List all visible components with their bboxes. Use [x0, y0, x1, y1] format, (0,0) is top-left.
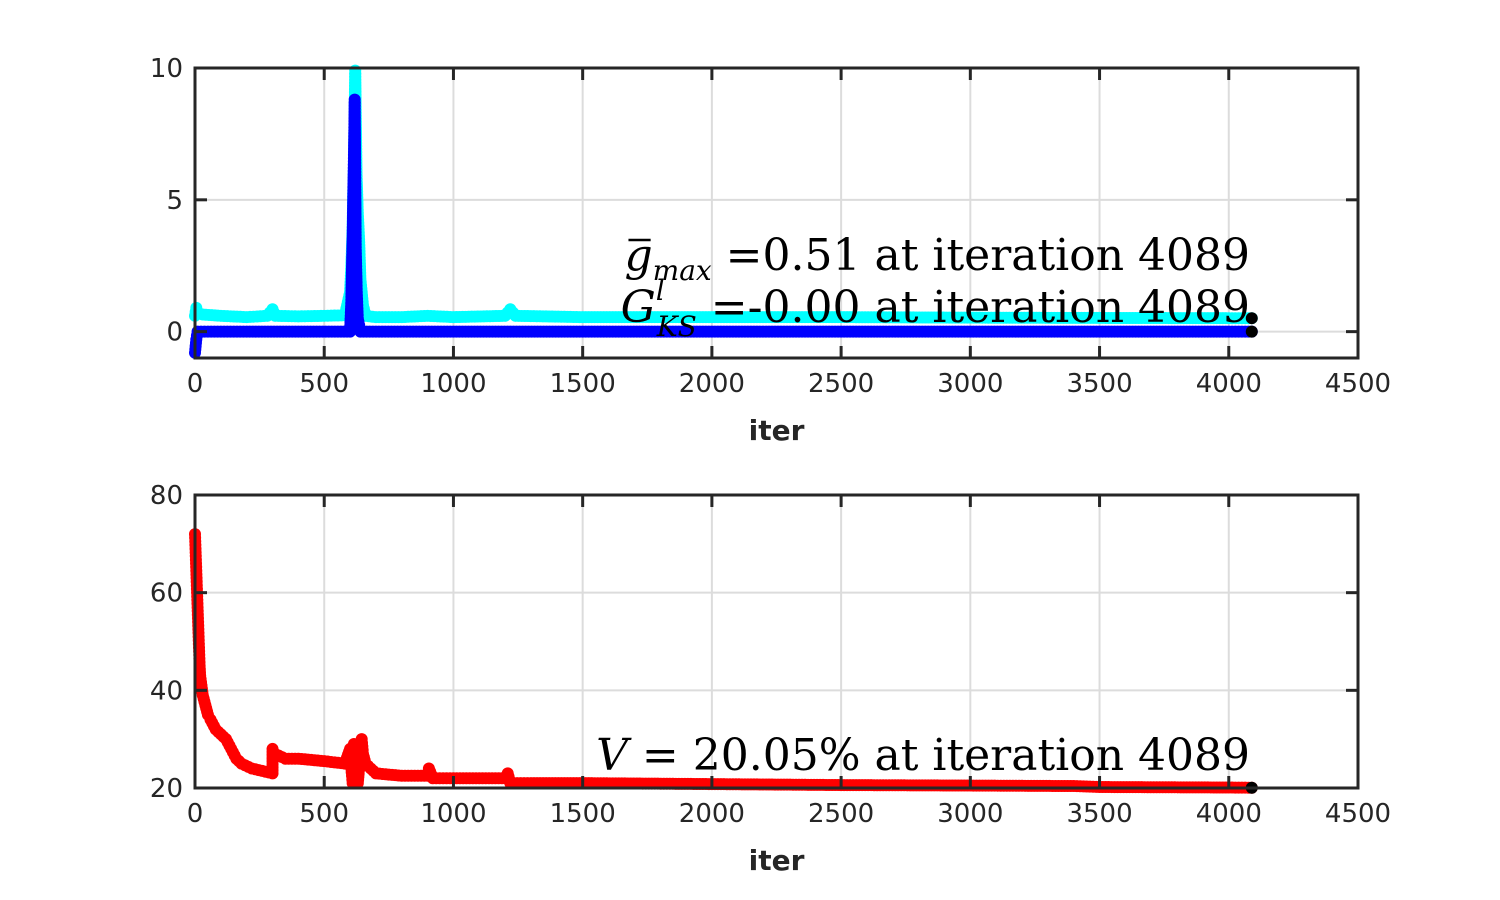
- top-xtick-label: 4000: [1196, 369, 1262, 399]
- top-xtick-label: 1000: [420, 369, 486, 399]
- bottom-annotation-symbol: V: [596, 730, 632, 781]
- bottom-xtick-label: 3000: [937, 799, 1003, 829]
- bottom-xtick-label: 1000: [420, 799, 486, 829]
- top-xlabel: iter: [749, 414, 805, 447]
- top-point: [1245, 325, 1258, 338]
- top-annotation-0: gmax =0.51 at iteration 4089: [624, 230, 1250, 287]
- top-annotation-1: Gl KS =-0.00 at iteration 4089: [621, 274, 1250, 343]
- bottom-ytick-label: 20: [150, 774, 183, 804]
- top-plot-frame: [193, 66, 1360, 360]
- top-xtick-label: 1500: [550, 369, 616, 399]
- top-ytick-label: 0: [166, 318, 183, 348]
- top-xtick-label: 500: [299, 369, 349, 399]
- top-annotation-symbol: G: [621, 282, 656, 333]
- top-ytick-label: 5: [166, 186, 183, 216]
- top-annotation-sup: l: [656, 274, 665, 307]
- top-series-1: [189, 93, 1258, 359]
- bottom-xtick-label: 1500: [550, 799, 616, 829]
- bottom-xtick-label: 0: [187, 799, 204, 829]
- top-xtick-label: 3000: [937, 369, 1003, 399]
- top-xtick-label: 3500: [1066, 369, 1132, 399]
- bottom-xtick-label: 3500: [1066, 799, 1132, 829]
- bottom-ytick-label: 80: [150, 481, 183, 511]
- top-plot: 0 500 1000 1500 2000 2500 3000 3500 4000 4500 0 5 10…: [150, 54, 1391, 447]
- bottom-ytick-label: 40: [150, 676, 183, 706]
- top-annotation-sub: max: [653, 254, 712, 287]
- top-annotation-text: =0.51 at iteration 4089: [712, 230, 1250, 281]
- top-annotation-symbol: g: [624, 230, 652, 281]
- top-xtick-label: 0: [187, 369, 204, 399]
- bottom-xtick-label: 500: [299, 799, 349, 829]
- bottom-annotation-text: = 20.05% at iteration 4089: [628, 730, 1250, 781]
- bottom-annotation-0: V = 20.05% at iteration 4089: [596, 730, 1250, 781]
- bottom-plot: 0 500 1000 1500 2000 2500 3000 3500 4000 4500 20 40…: [150, 481, 1391, 877]
- top-xtick-label: 4500: [1325, 369, 1391, 399]
- top-series-2: [1245, 312, 1258, 338]
- bottom-xtick-label: 2500: [808, 799, 874, 829]
- bottom-xtick-label: 2000: [679, 799, 745, 829]
- bottom-xtick-label: 4000: [1196, 799, 1262, 829]
- bottom-xtick-label: 4500: [1325, 799, 1391, 829]
- top-xtick-label: 2000: [679, 369, 745, 399]
- bottom-ytick-label: 60: [150, 579, 183, 609]
- bottom-xlabel: iter: [749, 844, 805, 877]
- bottom-plot-frame: [193, 493, 1360, 790]
- top-point: [1245, 312, 1258, 325]
- top-annotation-sub: KS: [656, 310, 697, 343]
- top-ytick-label: 10: [150, 54, 183, 84]
- top-annotation-text: =-0.00 at iteration 4089: [697, 282, 1250, 333]
- top-xtick-label: 2500: [808, 369, 874, 399]
